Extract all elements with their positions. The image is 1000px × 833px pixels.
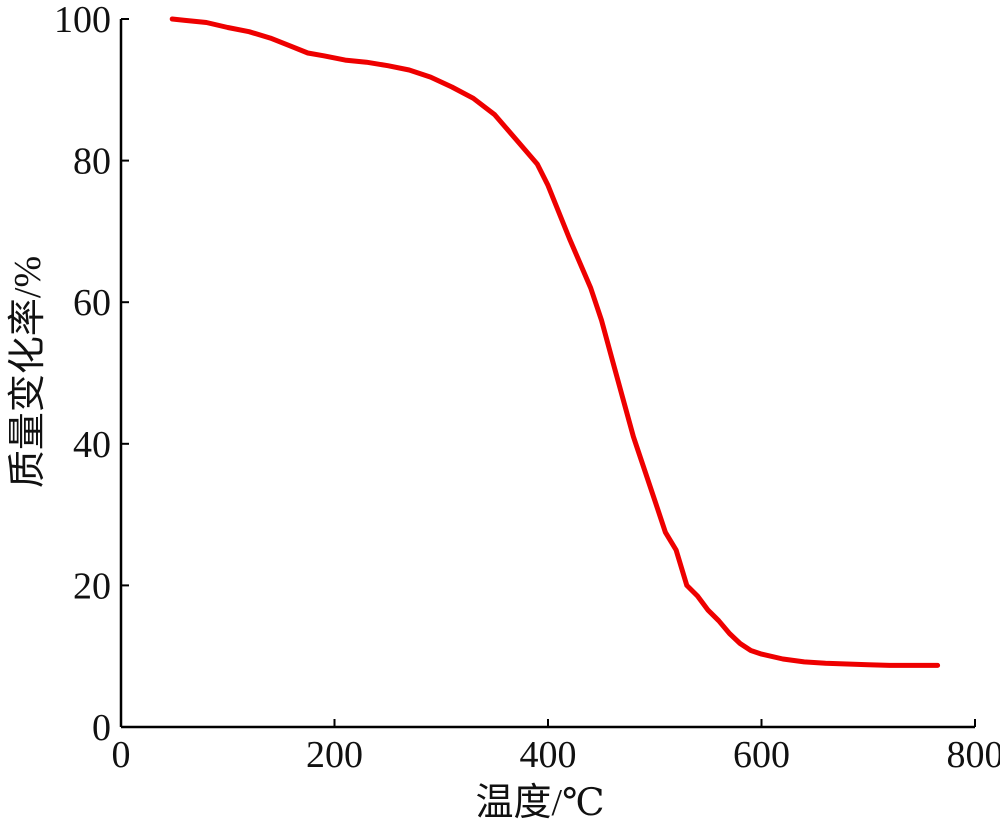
y-axis-title: 质量变化率/% bbox=[7, 256, 49, 488]
x-tick-label: 0 bbox=[112, 734, 131, 776]
y-tick-label: 40 bbox=[73, 424, 111, 466]
tick-labels: 0 200 400 600 800 0 20 40 60 80 100 bbox=[54, 0, 1000, 776]
axes bbox=[119, 18, 976, 729]
y-tick-label: 20 bbox=[73, 565, 111, 607]
y-tick-label: 60 bbox=[73, 282, 111, 324]
x-tick-label: 800 bbox=[947, 734, 1000, 776]
series-line bbox=[169, 16, 941, 668]
x-tick-label: 200 bbox=[306, 734, 363, 776]
y-tick-label: 80 bbox=[73, 141, 111, 183]
x-tick-label: 400 bbox=[520, 734, 577, 776]
plot-area bbox=[169, 16, 941, 668]
y-tick-label: 100 bbox=[54, 0, 111, 41]
x-axis-title: 温度/℃ bbox=[475, 782, 604, 824]
x-tick-label: 600 bbox=[733, 734, 790, 776]
y-tick-label: 0 bbox=[92, 707, 111, 749]
